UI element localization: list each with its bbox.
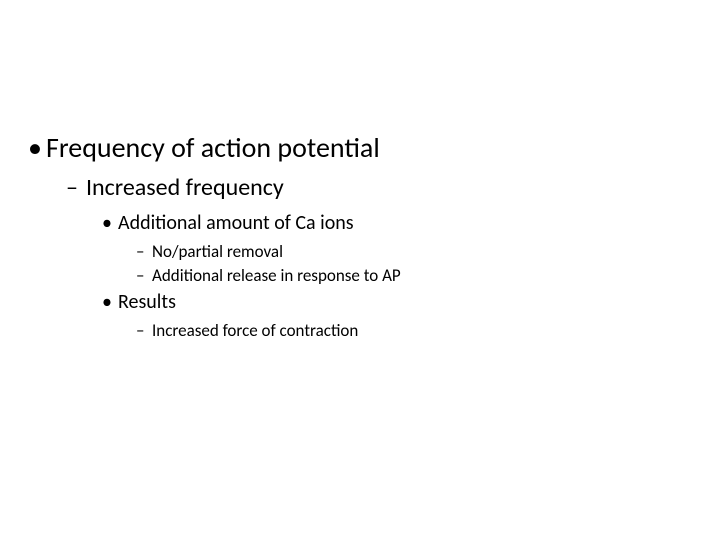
disc-bullet-icon: • xyxy=(28,130,46,166)
level4-text: Additional release in response to AP xyxy=(152,265,401,286)
bullet-level4-item: –No/partial removal xyxy=(28,241,720,263)
level3-text: Results xyxy=(118,290,176,314)
disc-bullet-icon: • xyxy=(102,210,118,237)
dash-bullet-icon: – xyxy=(136,241,152,263)
bullet-level1-item: •Frequency of action potential xyxy=(28,130,720,166)
dash-bullet-icon: – xyxy=(136,265,152,287)
bullet-level4-item: –Increased force of contraction xyxy=(28,320,720,342)
dash-bullet-icon: – xyxy=(66,172,86,203)
level1-text: Frequency of action potential xyxy=(46,130,380,165)
level2-text: Increased frequency xyxy=(86,173,284,202)
bullet-level3-item: •Additional amount of Ca ions xyxy=(28,210,720,237)
level4-text: Increased force of contraction xyxy=(152,320,358,341)
bullet-level3-item: •Results xyxy=(28,289,720,316)
level4-text: No/partial removal xyxy=(152,241,283,262)
bullet-level4-item: –Additional release in response to AP xyxy=(28,265,720,287)
level3-text: Additional amount of Ca ions xyxy=(118,211,354,235)
disc-bullet-icon: • xyxy=(102,289,118,316)
bullet-level2-item: –Increased frequency xyxy=(28,172,720,203)
dash-bullet-icon: – xyxy=(136,320,152,342)
